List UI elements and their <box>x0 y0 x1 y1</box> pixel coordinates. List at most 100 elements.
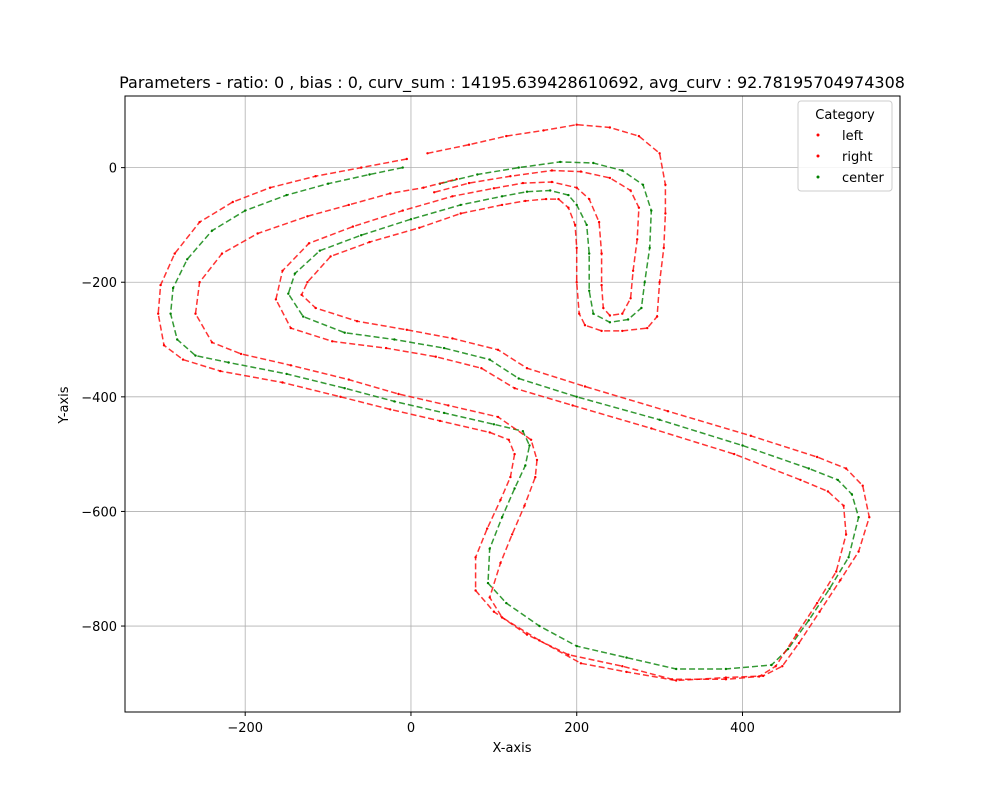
x-tick-label: 400 <box>730 721 755 736</box>
point-right <box>523 504 526 507</box>
point-center <box>608 321 612 324</box>
point-center <box>343 331 346 334</box>
point-left <box>351 225 355 228</box>
point-center <box>442 346 446 350</box>
point-left <box>621 312 624 315</box>
point-left <box>492 610 496 613</box>
point-center <box>488 358 491 361</box>
point-right <box>510 533 514 536</box>
point-center <box>285 372 288 376</box>
point-center <box>492 423 496 426</box>
point-right <box>578 312 581 315</box>
point-right <box>355 320 359 323</box>
point-right <box>575 123 578 126</box>
point-right <box>781 665 784 668</box>
x-axis-label: X-axis <box>493 741 532 756</box>
point-right <box>844 467 848 470</box>
point-left <box>521 181 525 185</box>
point-right <box>500 203 504 207</box>
point-right <box>496 415 500 419</box>
point-left <box>274 298 278 301</box>
point-right <box>573 223 577 227</box>
point-right <box>857 550 860 553</box>
point-right <box>210 341 214 344</box>
point-left <box>281 381 284 384</box>
point-center <box>626 318 630 321</box>
point-center <box>588 252 591 255</box>
point-left <box>467 181 471 185</box>
point-left <box>492 187 496 190</box>
point-left <box>597 220 601 224</box>
point-right <box>583 385 587 388</box>
point-left <box>795 633 798 636</box>
point-right <box>579 662 583 665</box>
point-left <box>509 475 512 479</box>
point-left <box>268 186 272 189</box>
point-right <box>329 255 332 258</box>
plot-frame <box>124 95 901 713</box>
point-right <box>625 670 628 674</box>
point-left <box>588 197 591 201</box>
point-left <box>405 157 408 161</box>
point-left <box>826 490 830 493</box>
legend: Category left right center <box>797 100 893 192</box>
point-right <box>664 212 667 215</box>
point-center <box>171 286 175 290</box>
point-left <box>480 367 483 370</box>
point-center <box>442 411 446 415</box>
point-left <box>360 166 363 169</box>
point-center <box>525 190 529 193</box>
point-center <box>194 354 197 357</box>
point-left <box>733 452 736 456</box>
point-center <box>476 173 479 176</box>
point-right <box>621 329 624 333</box>
point-left <box>608 176 612 180</box>
point-center <box>343 387 346 390</box>
point-center <box>500 195 504 198</box>
point-center <box>724 667 728 671</box>
y-tick-label: −600 <box>81 505 117 520</box>
point-left <box>650 427 653 430</box>
point-right <box>637 134 641 138</box>
point-center <box>227 361 230 364</box>
point-left <box>198 220 201 224</box>
point-center <box>575 203 578 207</box>
point-right <box>575 281 578 284</box>
point-right <box>868 516 871 519</box>
series-line-center <box>169 161 860 670</box>
point-left <box>339 395 342 398</box>
point-left <box>474 556 477 559</box>
point-left <box>181 358 185 361</box>
point-center <box>244 209 247 212</box>
point-right <box>418 226 421 229</box>
point-left <box>389 408 392 411</box>
point-left <box>600 252 603 255</box>
point-right <box>658 152 661 155</box>
point-center <box>807 467 810 470</box>
point-center <box>285 193 288 197</box>
point-left <box>608 314 612 317</box>
point-center <box>360 234 363 237</box>
point-right <box>496 348 500 351</box>
point-center <box>287 292 290 295</box>
point-right <box>749 434 752 437</box>
point-left <box>507 438 510 441</box>
point-center <box>836 478 839 482</box>
point-right <box>447 404 450 407</box>
point-center <box>538 624 541 628</box>
point-center <box>588 289 591 292</box>
point-right <box>347 378 350 381</box>
point-center <box>807 619 810 622</box>
point-center <box>621 169 624 172</box>
point-left <box>173 252 176 255</box>
point-left <box>281 269 284 272</box>
point-right <box>405 328 408 331</box>
point-center <box>293 272 297 275</box>
point-left <box>571 404 574 407</box>
point-left <box>579 170 583 173</box>
y-tick-label: 0 <box>109 162 117 177</box>
point-left <box>844 533 848 536</box>
point-center <box>549 189 552 192</box>
point-left <box>219 369 222 373</box>
point-center <box>643 281 646 284</box>
